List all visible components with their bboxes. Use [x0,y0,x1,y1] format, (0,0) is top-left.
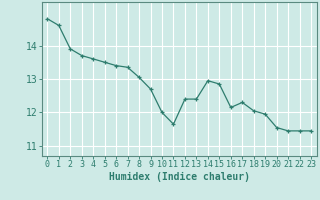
X-axis label: Humidex (Indice chaleur): Humidex (Indice chaleur) [109,172,250,182]
